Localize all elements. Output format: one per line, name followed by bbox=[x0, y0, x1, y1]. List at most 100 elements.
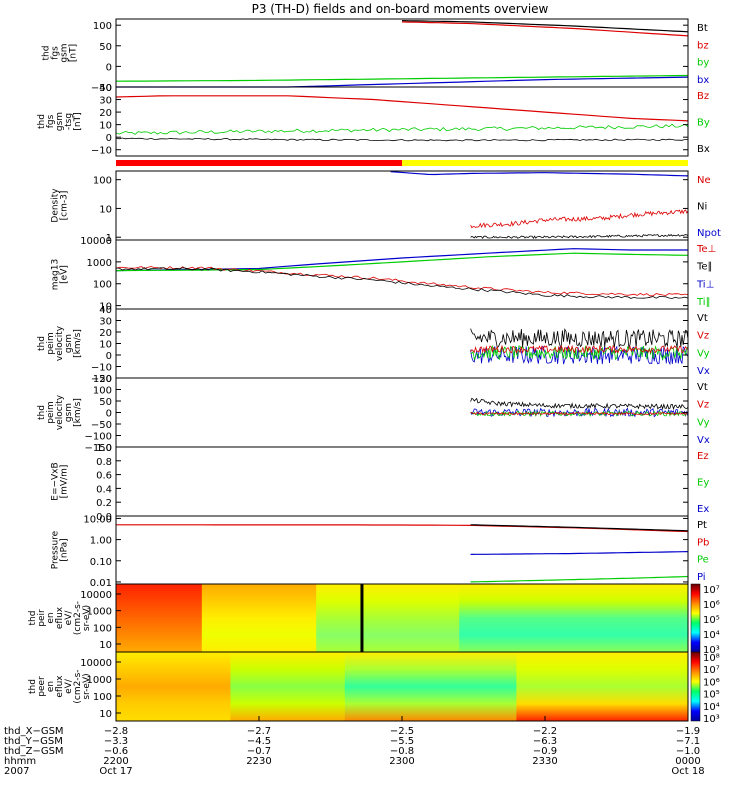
y-tick-label: 100 bbox=[93, 386, 112, 397]
y-tick-label: −10 bbox=[91, 146, 112, 157]
y-tick-label: 0.01 bbox=[90, 578, 112, 589]
y-axis-label-line: eflux bbox=[55, 675, 65, 698]
legend-vt: Vt bbox=[697, 382, 708, 393]
legend-by: By bbox=[697, 118, 710, 129]
spectrogram-block-2 bbox=[344, 652, 517, 721]
y-tick-label: 10 bbox=[99, 640, 112, 651]
y-axis-label-line: sr-eV) bbox=[82, 605, 92, 631]
y-tick-label: 0.10 bbox=[90, 557, 112, 568]
figure-title: P3 (TH-D) fields and on-board moments ov… bbox=[252, 2, 549, 16]
spectrogram-block-0 bbox=[116, 584, 203, 652]
spectrogram-block-2 bbox=[316, 584, 460, 652]
x-tick-label: 2200 bbox=[103, 756, 128, 767]
y-tick-label: 10 bbox=[99, 709, 112, 720]
y-axis-label-line: eV/ bbox=[64, 678, 74, 694]
y-tick-label: 50 bbox=[99, 42, 112, 53]
legend-bz: bz bbox=[697, 40, 709, 51]
legend-ne: Ne bbox=[697, 175, 711, 186]
colorbar-tick-label: 10⁵ bbox=[703, 690, 720, 701]
x-tick-label: −0.7 bbox=[247, 746, 271, 757]
data-gap-line bbox=[360, 584, 364, 652]
y-axis-label-line: Density bbox=[51, 188, 61, 223]
status-bar-red bbox=[116, 160, 402, 166]
y-axis-label-line: sr-eV) bbox=[82, 673, 92, 699]
y-tick-label: 1000 bbox=[87, 607, 112, 618]
x-tick-label: −6.3 bbox=[533, 736, 557, 747]
y-axis-label-line: gsm bbox=[64, 334, 74, 353]
y-tick-label: 20 bbox=[99, 328, 112, 339]
y-tick-label: −150 bbox=[85, 443, 112, 454]
y-axis-label-line: eflux bbox=[55, 606, 65, 629]
panel-frame bbox=[115, 515, 689, 585]
spectrogram-block-3 bbox=[516, 652, 689, 721]
y-axis-label-line: velocity bbox=[55, 394, 65, 430]
y-axis-label-line: [eV] bbox=[60, 265, 70, 284]
y-tick-label: 0.2 bbox=[96, 498, 112, 509]
y-tick-label: 0 bbox=[106, 62, 112, 73]
spectrogram-block-1 bbox=[201, 584, 317, 652]
series-npot bbox=[390, 171, 689, 177]
y-axis-label-line: thd bbox=[28, 611, 38, 626]
y-tick-label: 10 bbox=[99, 302, 112, 313]
x-row-label: hhmm bbox=[4, 756, 36, 767]
series-ne bbox=[470, 209, 689, 229]
y-tick-label: 100 bbox=[93, 623, 112, 634]
y-axis-label-line: en bbox=[46, 612, 56, 623]
y-tick-label: 1000 bbox=[87, 258, 112, 269]
y-tick-label: 10000 bbox=[80, 658, 112, 669]
x-tick-label: −1.9 bbox=[676, 726, 700, 737]
y-tick-label: 0 bbox=[106, 351, 112, 362]
y-axis-label-line: velocity bbox=[55, 325, 65, 361]
panel-frame bbox=[115, 239, 689, 310]
y-axis-label-line: [nT] bbox=[69, 44, 79, 62]
y-tick-label: −50 bbox=[91, 420, 112, 431]
y-tick-label: 10000 bbox=[80, 236, 112, 247]
colorbar-tick-label: 10³ bbox=[703, 714, 720, 725]
x-tick-label: −7.1 bbox=[676, 736, 700, 747]
x-tick-label: 2300 bbox=[389, 756, 414, 767]
y-axis-label-line: peim bbox=[46, 401, 56, 424]
x-tick-label: 2330 bbox=[532, 756, 557, 767]
y-axis-label-line: thd bbox=[37, 336, 47, 351]
legend-ez: Ez bbox=[697, 451, 709, 462]
y-tick-label: −50 bbox=[91, 83, 112, 94]
y-axis-label-line: peer bbox=[37, 676, 47, 697]
series-te bbox=[116, 267, 689, 299]
panel-frame bbox=[115, 170, 689, 241]
y-axis-label-line: mag13 bbox=[51, 259, 61, 290]
x-tick-label: 2230 bbox=[246, 756, 271, 767]
series-by bbox=[115, 123, 689, 135]
y-tick-label: 10 bbox=[99, 121, 112, 132]
legend-ti: Ti⊥ bbox=[696, 279, 714, 290]
y-axis-label-line: [cm-3] bbox=[60, 191, 70, 221]
y-tick-label: 100 bbox=[93, 176, 112, 187]
x-tick-label: −2.7 bbox=[247, 726, 271, 737]
series-vt bbox=[470, 328, 689, 349]
x-tick-label: −2.8 bbox=[104, 726, 128, 737]
y-tick-label: −100 bbox=[85, 432, 112, 443]
legend-pt: Pt bbox=[697, 520, 707, 531]
y-axis-label-line: en bbox=[46, 681, 56, 692]
legend-bx: bx bbox=[697, 75, 709, 86]
colorbar-tick-label: 10⁷ bbox=[703, 585, 720, 596]
y-axis-label-line: [km/s] bbox=[73, 329, 83, 358]
colorbar-tick-label: 10⁴ bbox=[703, 702, 720, 713]
legend-vx: Vx bbox=[697, 366, 710, 377]
legend-te: Te⊥ bbox=[696, 244, 716, 255]
y-axis-label-line: peim bbox=[46, 332, 56, 355]
y-tick-label: 0.8 bbox=[96, 457, 112, 468]
series-pt bbox=[470, 524, 689, 532]
series-bz bbox=[401, 21, 689, 37]
panel-peir_spectrogram: 10000 1000 100 10 10⁷ 10⁶ 10⁵ 10⁴ 10³ thd peir en ef… bbox=[28, 583, 720, 656]
legend-vy: Vy bbox=[697, 348, 710, 359]
series-bt bbox=[401, 20, 689, 33]
x-tick-label: −0.6 bbox=[104, 746, 128, 757]
series-bz bbox=[115, 95, 689, 122]
y-axis-label-line: (cm2-s- bbox=[73, 669, 83, 703]
panel-frame bbox=[115, 86, 689, 157]
x-row-label: 2007 bbox=[4, 766, 29, 777]
x-tick-label: −3.3 bbox=[104, 736, 128, 747]
